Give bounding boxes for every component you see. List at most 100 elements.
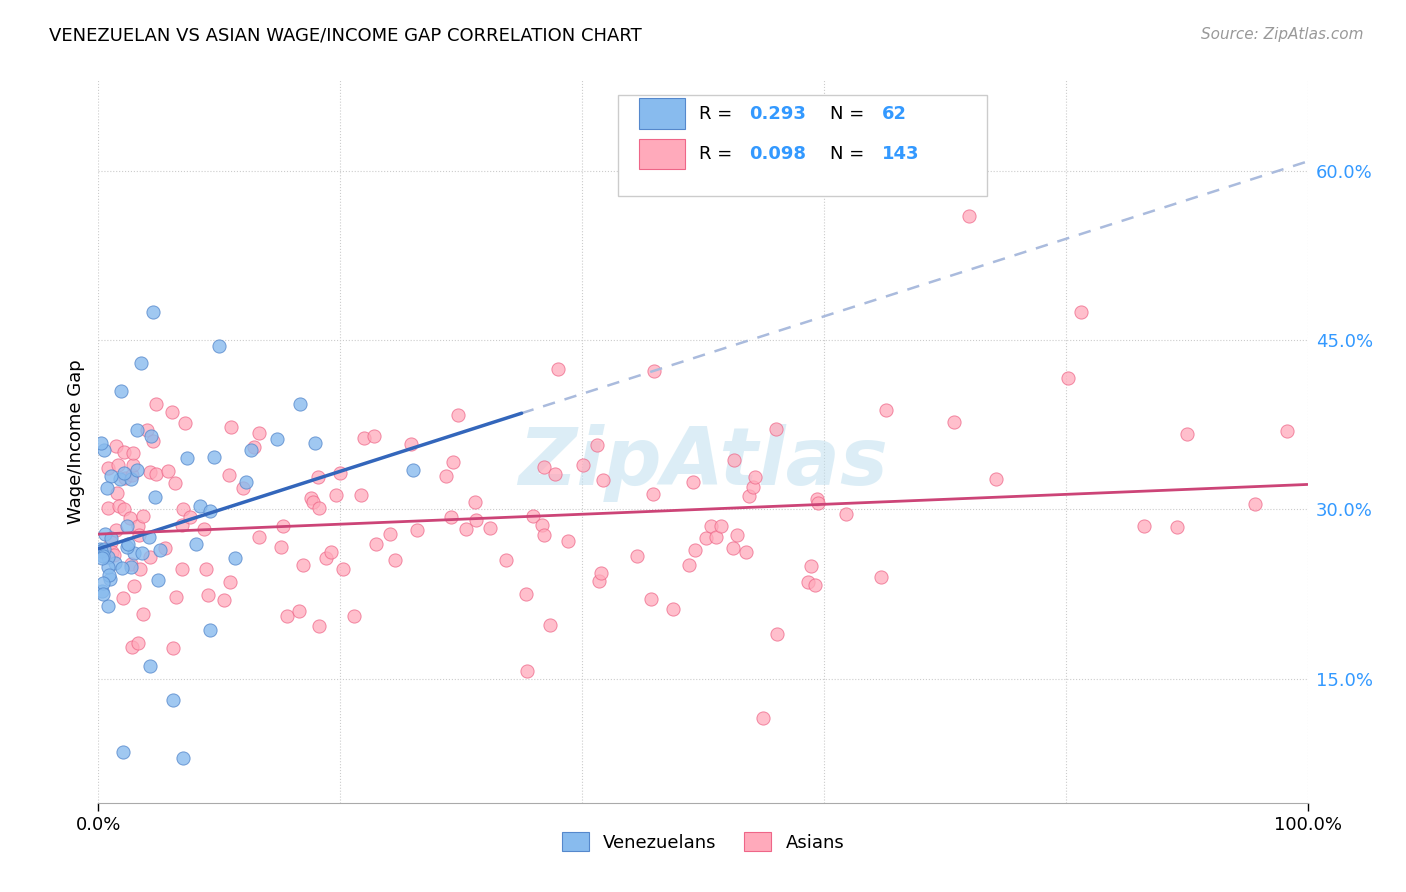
Point (117, 537, 139, 551)
Point (721, 541, 744, 555)
Point (100, 544, 122, 558)
Point (315, 550, 337, 565)
Point (288, 604, 311, 618)
Point (247, 426, 270, 441)
Point (640, 591, 662, 606)
Point (98, 572, 121, 586)
Point (806, 491, 828, 506)
Point (90, 544, 112, 558)
Point (153, 541, 176, 555)
Point (695, 531, 717, 545)
Point (700, 519, 723, 533)
Point (1166, 520, 1188, 534)
Point (131, 546, 153, 560)
Point (516, 665, 538, 679)
Point (145, 467, 167, 481)
Point (710, 519, 733, 533)
Point (125, 423, 148, 437)
Point (202, 450, 225, 464)
Point (138, 549, 160, 564)
Point (111, 591, 134, 606)
Point (807, 496, 830, 510)
Point (572, 458, 595, 472)
Point (384, 552, 406, 566)
Point (299, 491, 322, 506)
Point (219, 574, 242, 589)
Point (91, 587, 114, 601)
Point (100, 469, 122, 483)
Point (172, 518, 194, 533)
Point (957, 209, 980, 223)
Point (744, 470, 766, 484)
Point (200, 504, 222, 518)
Point (240, 443, 263, 458)
Point (308, 501, 330, 516)
Point (402, 463, 425, 477)
Point (1243, 498, 1265, 512)
Point (218, 467, 240, 482)
Point (349, 488, 371, 502)
Point (122, 446, 145, 460)
Point (1070, 305, 1092, 319)
Point (96, 481, 118, 495)
Point (533, 527, 555, 541)
Point (121, 640, 143, 654)
Point (127, 518, 149, 533)
Point (120, 472, 142, 486)
Point (104, 556, 127, 570)
Point (682, 475, 704, 489)
Text: 62: 62 (882, 104, 907, 122)
Point (124, 546, 146, 560)
Point (89, 541, 111, 556)
Point (97, 599, 120, 613)
Point (146, 573, 169, 587)
Point (266, 433, 288, 447)
Point (195, 562, 218, 576)
Point (547, 362, 569, 376)
Point (172, 562, 194, 576)
Point (661, 602, 683, 616)
Point (131, 508, 153, 523)
Point (766, 627, 789, 641)
Point (91, 550, 114, 565)
Text: 143: 143 (882, 145, 920, 163)
Point (122, 579, 145, 593)
Point (128, 562, 150, 576)
Point (138, 530, 160, 544)
Point (800, 558, 823, 573)
Text: N =: N = (830, 104, 870, 122)
Point (765, 422, 787, 436)
Point (1277, 424, 1299, 438)
Text: 0.293: 0.293 (749, 104, 806, 122)
Point (115, 519, 138, 533)
Point (643, 486, 665, 500)
Point (100, 535, 122, 549)
Point (173, 416, 195, 430)
Point (591, 566, 613, 580)
Point (214, 593, 236, 607)
Point (149, 543, 172, 558)
Point (138, 466, 160, 480)
Point (104, 440, 127, 454)
Point (401, 436, 423, 450)
Point (683, 542, 706, 557)
Point (1057, 371, 1080, 385)
Point (219, 420, 242, 434)
Point (111, 561, 134, 575)
Point (112, 502, 135, 516)
Point (108, 472, 131, 486)
Point (454, 522, 477, 536)
Point (105, 486, 128, 500)
Point (93, 526, 115, 541)
Point (235, 475, 257, 489)
Point (114, 471, 136, 485)
Point (304, 435, 326, 450)
Point (131, 607, 153, 621)
Point (107, 499, 129, 513)
Point (586, 438, 609, 452)
Text: N =: N = (830, 145, 870, 163)
Point (172, 502, 194, 516)
Point (176, 451, 198, 466)
Point (291, 558, 314, 572)
Point (363, 429, 385, 443)
